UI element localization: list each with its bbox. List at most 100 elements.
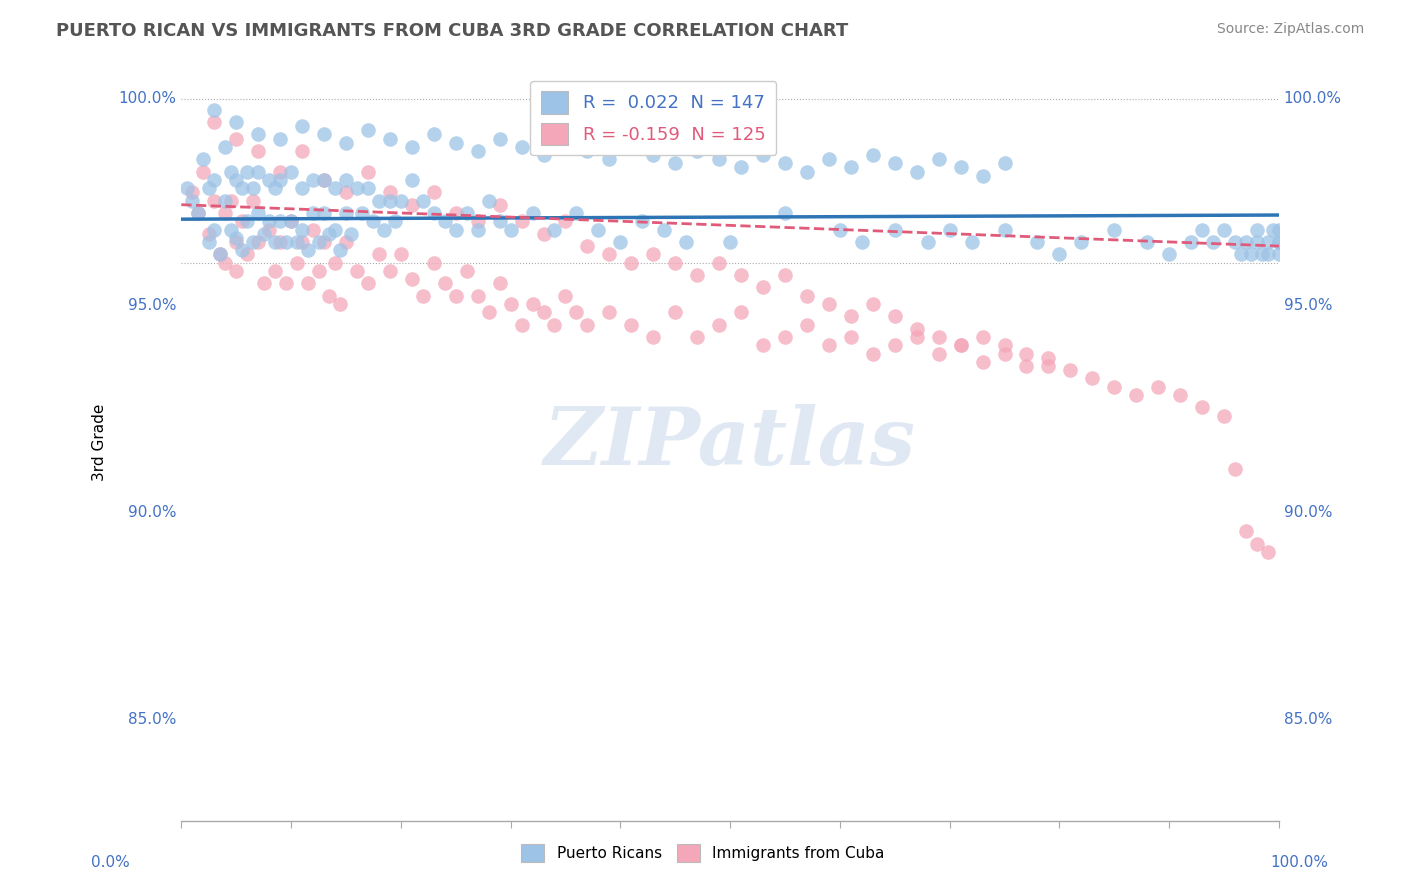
Point	[828, 222, 851, 236]
Point	[598, 152, 620, 166]
Point	[423, 186, 446, 200]
Point	[1147, 380, 1170, 394]
Point	[554, 136, 576, 150]
Point	[197, 235, 219, 249]
Point	[565, 305, 588, 319]
Point	[242, 235, 264, 249]
Point	[905, 330, 928, 344]
Point	[187, 206, 209, 220]
Point	[730, 161, 752, 175]
Point	[488, 131, 510, 145]
Point	[1257, 545, 1279, 559]
Point	[312, 173, 335, 187]
Point	[905, 322, 928, 336]
Point	[773, 268, 796, 282]
Point	[225, 115, 247, 129]
Point	[686, 330, 709, 344]
Text: 100.0%: 100.0%	[1271, 855, 1329, 870]
Point	[291, 181, 314, 195]
Point	[329, 243, 352, 257]
Point	[883, 156, 905, 170]
Point	[308, 235, 330, 249]
Point	[312, 206, 335, 220]
Point	[401, 272, 423, 286]
Point	[972, 355, 994, 369]
Point	[291, 119, 314, 133]
Point	[643, 330, 665, 344]
Point	[197, 181, 219, 195]
Point	[1257, 235, 1279, 249]
Point	[257, 173, 280, 187]
Point	[231, 243, 253, 257]
Point	[269, 235, 291, 249]
Point	[554, 288, 576, 302]
Point	[302, 206, 325, 220]
Point	[905, 164, 928, 178]
Point	[1246, 235, 1268, 249]
Point	[242, 194, 264, 208]
Point	[214, 255, 236, 269]
Point	[993, 338, 1015, 352]
Point	[1246, 537, 1268, 551]
Point	[796, 288, 818, 302]
Point	[247, 235, 270, 249]
Point	[401, 173, 423, 187]
Point	[1268, 222, 1291, 236]
Point	[412, 288, 434, 302]
Point	[598, 247, 620, 261]
Point	[308, 264, 330, 278]
Point	[707, 152, 730, 166]
Point	[478, 305, 501, 319]
Point	[202, 103, 225, 117]
Point	[231, 214, 253, 228]
Point	[389, 247, 412, 261]
Point	[588, 222, 610, 236]
Point	[219, 222, 242, 236]
Point	[323, 255, 346, 269]
Point	[247, 144, 270, 158]
Point	[401, 197, 423, 211]
Point	[214, 140, 236, 154]
Point	[280, 214, 302, 228]
Point	[917, 235, 939, 249]
Point	[352, 206, 374, 220]
Point	[1168, 388, 1191, 402]
Point	[367, 247, 389, 261]
Point	[214, 206, 236, 220]
Point	[730, 305, 752, 319]
Point	[269, 164, 291, 178]
Point	[329, 297, 352, 311]
Point	[193, 164, 215, 178]
Point	[773, 330, 796, 344]
Point	[598, 305, 620, 319]
Point	[197, 227, 219, 241]
Point	[346, 181, 368, 195]
Point	[357, 123, 380, 137]
Point	[263, 235, 285, 249]
Point	[378, 186, 401, 200]
Point	[1104, 222, 1126, 236]
Point	[401, 140, 423, 154]
Point	[839, 310, 862, 324]
Point	[839, 330, 862, 344]
Point	[928, 330, 950, 344]
Point	[565, 206, 588, 220]
Point	[291, 144, 314, 158]
Point	[242, 181, 264, 195]
Point	[796, 164, 818, 178]
Point	[318, 227, 340, 241]
Point	[357, 181, 380, 195]
Point	[225, 173, 247, 187]
Point	[752, 280, 775, 294]
Point	[1191, 222, 1213, 236]
Point	[1246, 222, 1268, 236]
Point	[363, 214, 385, 228]
Point	[554, 214, 576, 228]
Point	[620, 318, 643, 332]
Point	[312, 173, 335, 187]
Point	[972, 330, 994, 344]
Point	[928, 346, 950, 360]
Point	[1234, 235, 1257, 249]
Point	[302, 222, 325, 236]
Point	[675, 235, 697, 249]
